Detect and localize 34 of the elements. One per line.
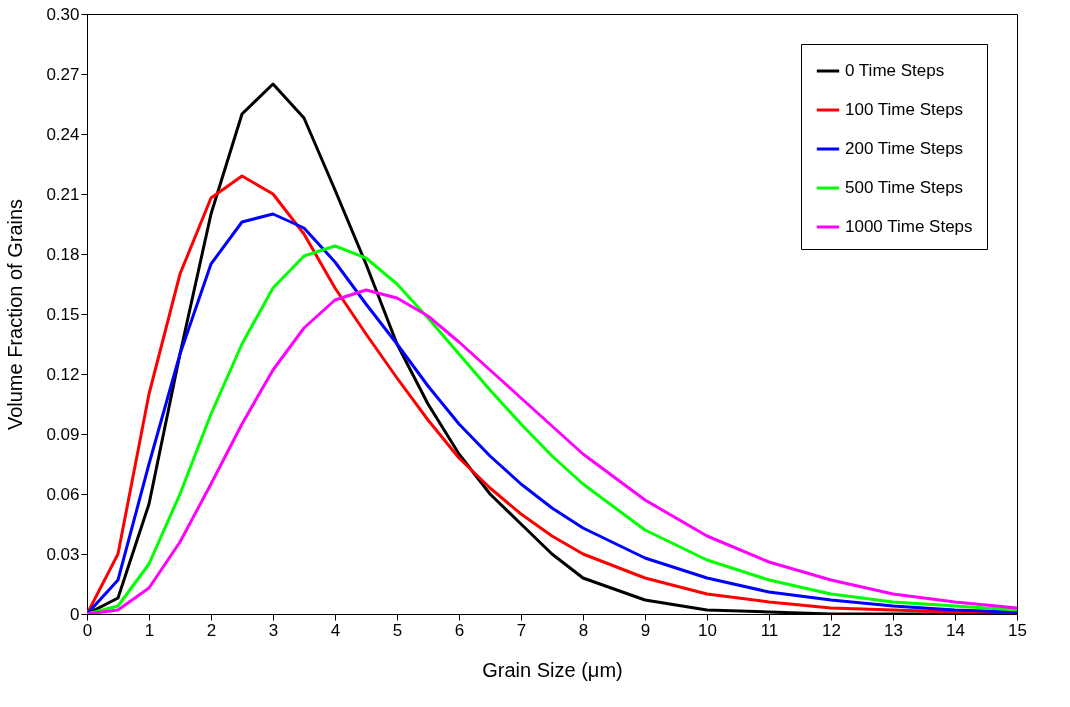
x-tick-label: 8 bbox=[578, 620, 589, 640]
y-tick-label: 0 bbox=[70, 604, 80, 624]
x-tick-label: 5 bbox=[392, 620, 403, 640]
y-tick-label: 0.09 bbox=[46, 424, 80, 444]
y-axis-title: Volume Fraction of Grains bbox=[4, 198, 27, 431]
legend-label: 0 Time Steps bbox=[845, 61, 945, 80]
y-tick-label: 0.27 bbox=[46, 64, 80, 84]
x-tick-label: 9 bbox=[640, 620, 651, 640]
x-tick-label: 15 bbox=[1008, 620, 1027, 640]
x-tick-label: 3 bbox=[268, 620, 279, 640]
y-tick-label: 0.30 bbox=[46, 4, 80, 24]
x-tick-label: 11 bbox=[760, 620, 779, 640]
x-tick-label: 2 bbox=[206, 620, 217, 640]
y-tick-label: 0.15 bbox=[46, 304, 80, 324]
y-tick-label: 0.18 bbox=[46, 244, 80, 264]
y-tick-label: 0.06 bbox=[46, 484, 80, 504]
x-tick-label: 0 bbox=[82, 620, 93, 640]
x-tick-label: 14 bbox=[946, 620, 965, 640]
x-tick-label: 13 bbox=[884, 620, 903, 640]
legend-label: 500 Time Steps bbox=[845, 178, 964, 197]
legend-label: 100 Time Steps bbox=[845, 100, 964, 119]
x-tick-label: 6 bbox=[454, 620, 465, 640]
y-tick-label: 0.12 bbox=[46, 364, 80, 384]
y-tick-label: 0.21 bbox=[46, 184, 80, 204]
x-tick-label: 1 bbox=[144, 620, 155, 640]
x-tick-label: 12 bbox=[822, 620, 841, 640]
y-tick-label: 0.03 bbox=[46, 544, 80, 564]
legend-label: 200 Time Steps bbox=[845, 139, 964, 158]
x-tick-label: 4 bbox=[330, 620, 341, 640]
x-tick-label: 7 bbox=[516, 620, 527, 640]
x-tick-label: 10 bbox=[698, 620, 717, 640]
x-axis-title: Grain Size (μm) bbox=[482, 658, 623, 681]
y-tick-label: 0.24 bbox=[46, 124, 80, 144]
legend-label: 1000 Time Steps bbox=[845, 217, 973, 236]
